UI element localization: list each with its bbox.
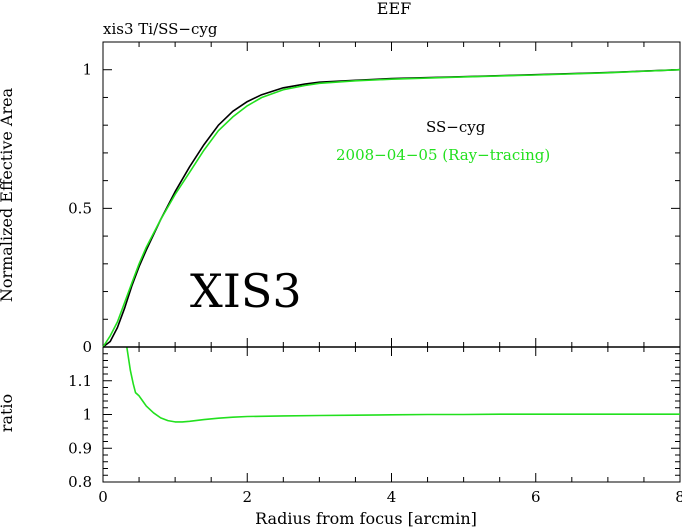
chart-subtitle: xis3 Ti/SS−cyg [103,20,218,38]
x-tick-label: 2 [242,488,252,506]
x-tick-label: 8 [675,488,682,506]
eef-series [102,68,681,348]
tick-labels: 0 2 4 6 8 0 0.5 1 0.8 0.9 1 1.1 [68,61,682,506]
eef-y-axis-label: Normalized Effective Area [0,87,16,302]
x-axis-label: Radius from focus [arcmin] [255,509,477,527]
legend-ss-cyg: SS−cyg [426,118,486,136]
ratio-ticks [102,346,681,483]
ratio-y-tick-label: 0.8 [68,473,92,491]
x-tick-label: 4 [387,488,397,506]
series-line-ray-tracing [102,68,681,348]
legend-ray-tracing: 2008−04−05 (Ray−tracing) [336,146,550,164]
ratio-y-tick-label: 0.9 [68,439,92,457]
chart-title: EEF [377,0,411,18]
eef-y-tick-label: 0.5 [68,199,92,217]
xis3-annotation: XIS3 [190,264,302,318]
eef-y-tick-label: 1 [82,61,92,79]
series-line-ratio [126,346,680,423]
ratio-y-tick-label: 1 [82,406,92,424]
eef-y-tick-label: 0 [82,338,92,356]
x-tick-label: 0 [98,488,108,506]
ratio-y-axis-label: ratio [0,394,16,432]
ratio-series [126,346,680,423]
ratio-y-tick-label: 1.1 [68,372,92,390]
x-tick-label: 6 [531,488,541,506]
